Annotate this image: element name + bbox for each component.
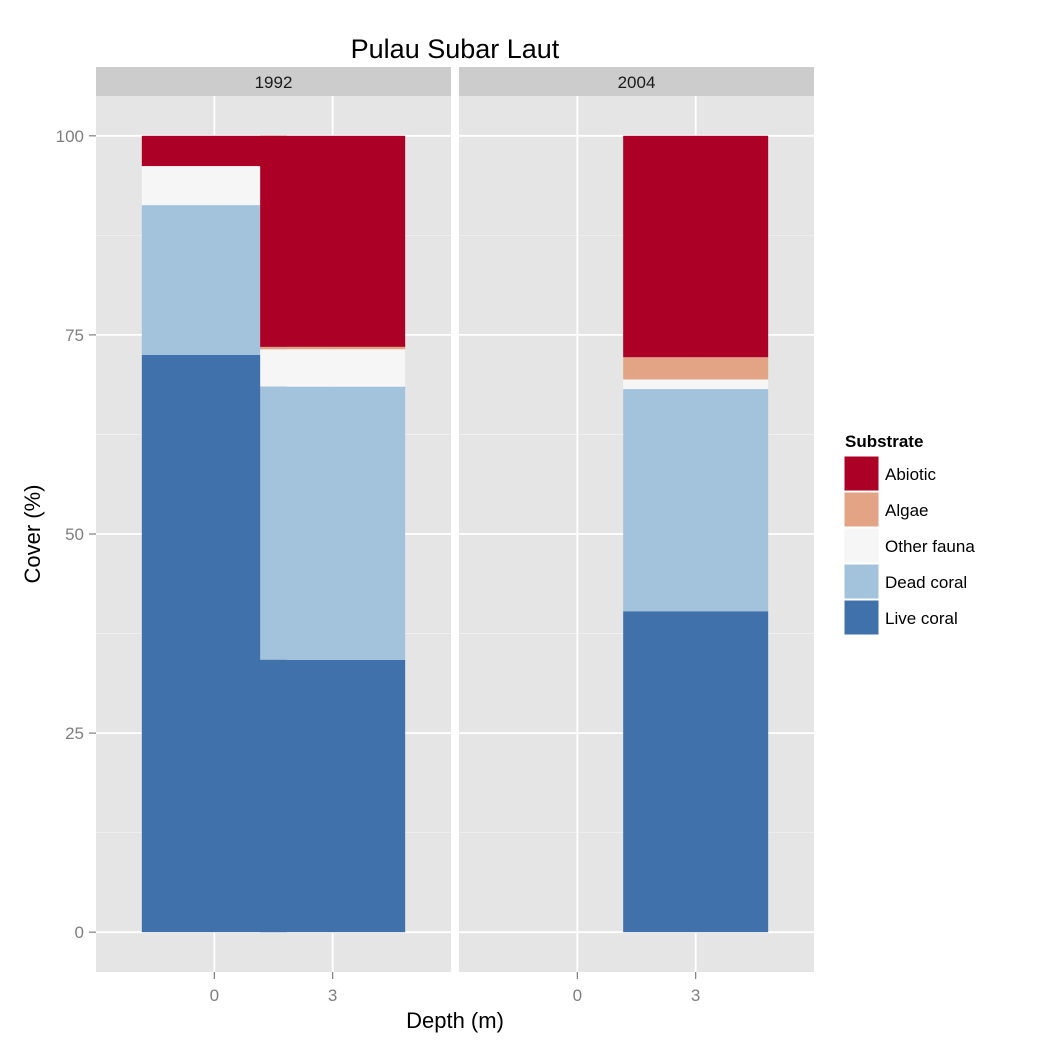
y-tick-label: 0 (75, 923, 84, 942)
legend-key-live-coral (843, 599, 880, 636)
y-axis: 0 25 50 75 100 (56, 127, 96, 942)
x-tick-label: 0 (573, 986, 582, 1005)
bar-segment-algae (623, 357, 769, 380)
panel-1992: 1992 (96, 67, 451, 972)
bar-segment-other-fauna (623, 379, 769, 390)
y-axis-title: Cover (%) (20, 484, 45, 583)
y-tick-label: 100 (56, 127, 84, 146)
legend: Substrate Abiotic Algae Other fauna Dead co… (843, 432, 975, 636)
panel-strip (459, 67, 814, 96)
x-axis: 0 3 0 3 (210, 972, 700, 1005)
bar-segment-live-coral (260, 659, 406, 933)
y-tick-label: 75 (65, 326, 84, 345)
y-tick-label: 25 (65, 724, 84, 743)
bar-segment-abiotic (260, 135, 406, 347)
bar-segment-abiotic (623, 135, 769, 358)
bar-segment-dead-coral (260, 386, 406, 660)
legend-label-other-fauna: Other fauna (885, 537, 975, 556)
panel-strip (96, 67, 451, 96)
x-axis-title: Depth (m) (406, 1008, 504, 1033)
panel-strip-label: 1992 (255, 73, 293, 92)
x-tick-label: 0 (210, 986, 219, 1005)
y-tick-label: 50 (65, 525, 84, 544)
legend-label-algae: Algae (885, 501, 928, 520)
x-tick-label: 3 (328, 986, 337, 1005)
panel-2004: 2004 (459, 67, 814, 972)
legend-title: Substrate (845, 432, 923, 451)
panel-bars (141, 135, 406, 933)
bar-segment-dead-coral (623, 389, 769, 612)
bar-segment-other-fauna (260, 349, 406, 387)
legend-key-dead-coral (843, 563, 880, 600)
bar-segment-live-coral (623, 611, 769, 933)
legend-label-dead-coral: Dead coral (885, 573, 967, 592)
bar-segment-algae (260, 346, 406, 350)
legend-key-algae (843, 491, 880, 528)
legend-key-abiotic (843, 455, 880, 492)
legend-label-live-coral: Live coral (885, 609, 958, 628)
chart-title: Pulau Subar Laut (351, 34, 560, 64)
legend-key-other-fauna (843, 527, 880, 564)
legend-label-abiotic: Abiotic (885, 465, 937, 484)
panel-strip-label: 2004 (618, 73, 656, 92)
x-tick-label: 3 (691, 986, 700, 1005)
panel-bars (623, 135, 769, 933)
